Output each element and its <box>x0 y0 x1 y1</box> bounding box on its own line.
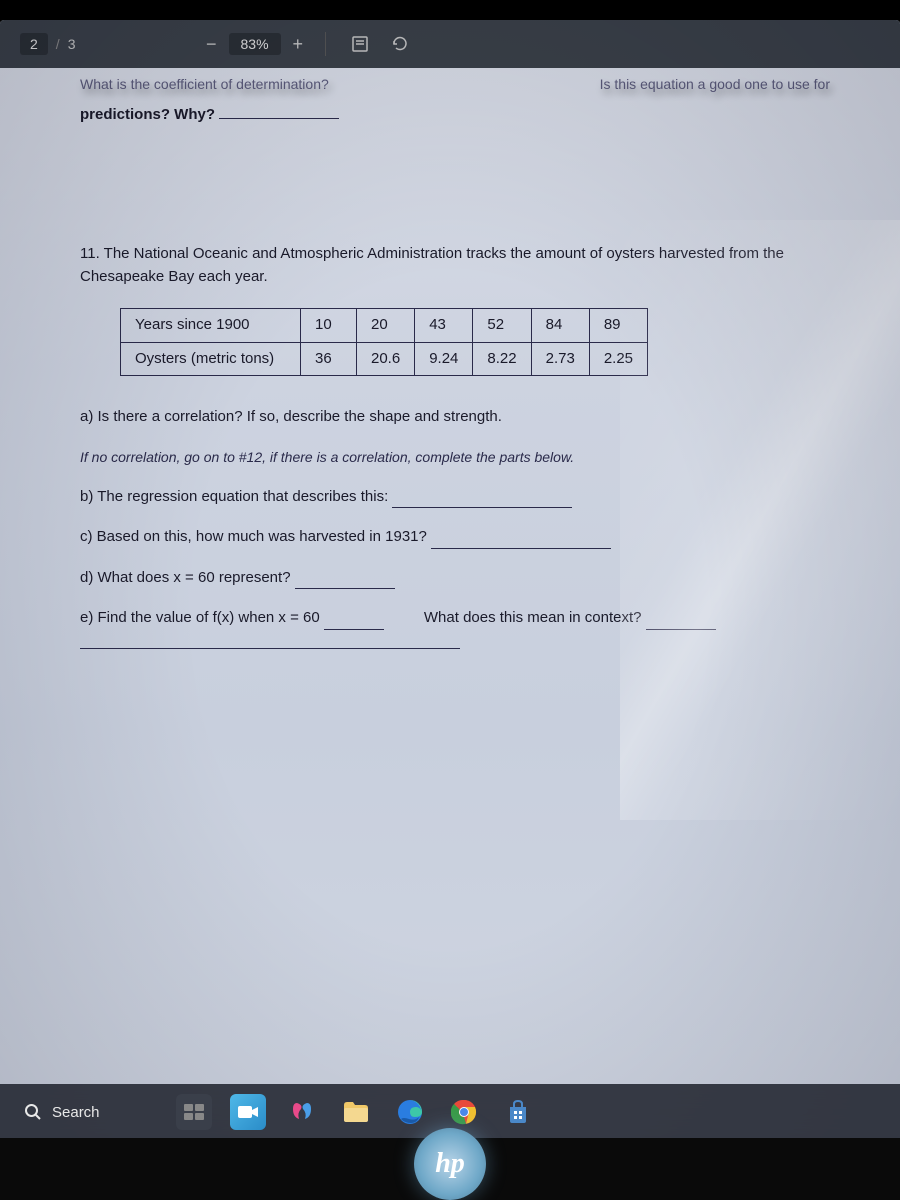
camera-app-icon[interactable] <box>230 1094 266 1130</box>
edge-icon[interactable] <box>392 1094 428 1130</box>
part-c-text: c) Based on this, how much was harvested… <box>80 528 427 545</box>
document-content: What is the coefficient of determination… <box>0 68 900 1200</box>
zoom-out-button[interactable]: − <box>206 34 217 55</box>
table-cell: 9.24 <box>415 342 473 376</box>
part-e-text: e) Find the value of f(x) when x = 60 <box>80 609 320 626</box>
table-cell: 20.6 <box>357 342 415 376</box>
part-b-text: b) The regression equation that describe… <box>80 488 388 505</box>
blank-underline <box>431 534 611 549</box>
search-label: Search <box>52 1104 100 1121</box>
table-cell: 10 <box>301 309 357 343</box>
blank-underline <box>295 574 395 589</box>
q11-number: 11. <box>80 245 100 262</box>
table-cell: 84 <box>531 309 589 343</box>
oyster-data-table: Years since 1900 10 20 43 52 84 89 Oyste… <box>120 308 648 376</box>
part-c: c) Based on this, how much was harvested… <box>80 526 830 549</box>
zoom-controls: − 83% + <box>206 33 303 55</box>
table-cell: Oysters (metric tons) <box>121 342 301 376</box>
blank-underline <box>392 493 572 508</box>
table-cell: Years since 1900 <box>121 309 301 343</box>
part-a: a) Is there a correlation? If so, descri… <box>80 406 830 429</box>
blank-underline <box>324 615 384 630</box>
toolbar-divider <box>325 32 326 56</box>
hp-logo: hp <box>414 1128 486 1200</box>
cutoff-right-text: Is this equation a good one to use for <box>600 76 830 92</box>
table-cell: 89 <box>589 309 647 343</box>
table-cell: 8.22 <box>473 342 531 376</box>
pdf-toolbar: 2 / 3 − 83% + <box>0 20 900 68</box>
page-total: 3 <box>68 36 76 52</box>
table-cell: 43 <box>415 309 473 343</box>
copilot-icon[interactable] <box>284 1094 320 1130</box>
predictions-line: predictions? Why? <box>80 104 830 123</box>
page-indicator: 2 / 3 <box>20 33 90 55</box>
part-b: b) The regression equation that describe… <box>80 486 830 509</box>
table-row: Oysters (metric tons) 36 20.6 9.24 8.22 … <box>121 342 648 376</box>
cutoff-left-text: What is the coefficient of determination… <box>80 76 329 92</box>
taskbar-search[interactable]: Search <box>24 1103 100 1121</box>
table-cell: 52 <box>473 309 531 343</box>
part-e-context-text: What does this mean in context? <box>424 609 642 626</box>
predictions-label: predictions? Why? <box>80 106 215 123</box>
page-current[interactable]: 2 <box>20 33 48 55</box>
table-row: Years since 1900 10 20 43 52 84 89 <box>121 309 648 343</box>
question-11: 11. The National Oceanic and Atmospheric… <box>80 243 830 649</box>
zoom-level[interactable]: 83% <box>229 33 281 55</box>
part-d: d) What does x = 60 represent? <box>80 567 830 590</box>
search-icon <box>24 1103 42 1121</box>
rotate-icon[interactable] <box>388 32 412 56</box>
blank-underline <box>219 104 339 119</box>
prev-question-cutoff: What is the coefficient of determination… <box>80 68 830 104</box>
blank-underline <box>646 615 716 630</box>
chrome-icon[interactable] <box>446 1094 482 1130</box>
part-e: e) Find the value of f(x) when x = 60 Wh… <box>80 607 830 630</box>
task-view-icon[interactable] <box>176 1094 212 1130</box>
correlation-instruction: If no correlation, go on to #12, if ther… <box>80 447 830 468</box>
store-icon[interactable] <box>500 1094 536 1130</box>
q11-intro-text: The National Oceanic and Atmospheric Adm… <box>80 245 784 285</box>
part-d-text: d) What does x = 60 represent? <box>80 569 291 586</box>
table-cell: 2.25 <box>589 342 647 376</box>
table-cell: 2.73 <box>531 342 589 376</box>
q11-intro: 11. The National Oceanic and Atmospheric… <box>80 243 830 288</box>
page-divider-slash: / <box>56 36 60 52</box>
monitor-screen: 2 / 3 − 83% + What is the coefficient <box>0 20 900 1200</box>
blank-underline <box>80 648 460 649</box>
zoom-in-button[interactable]: + <box>293 34 304 55</box>
file-explorer-icon[interactable] <box>338 1094 374 1130</box>
table-cell: 20 <box>357 309 415 343</box>
fit-page-icon[interactable] <box>348 32 372 56</box>
hp-logo-text: hp <box>435 1148 465 1180</box>
table-cell: 36 <box>301 342 357 376</box>
